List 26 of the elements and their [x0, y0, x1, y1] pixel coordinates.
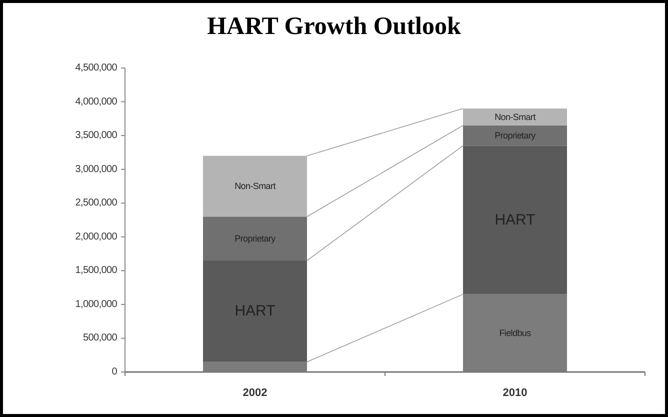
text: HART [494, 212, 536, 228]
chart-title: HART Growth Outlook [207, 13, 461, 40]
text: Non-Smart [234, 181, 276, 192]
y-tick-label: 1,500,000 [75, 265, 118, 276]
bar [203, 260, 307, 362]
series-label: HART [234, 302, 276, 320]
x-tick-label: 2002 [242, 387, 268, 399]
y-tick-label: 2,000,000 [75, 231, 118, 242]
y-tick-label: 500,000 [82, 332, 118, 344]
y-tick-label: 3,000,000 [75, 164, 118, 175]
y-tick-label: 2,500,000 [75, 198, 118, 209]
y-tick-label: 3,500,000 [75, 130, 118, 142]
series-label: Non-Smart [494, 112, 536, 122]
bar [463, 108, 567, 126]
y-tick-label: 4,000,000 [75, 96, 118, 108]
series-label: Proprietary [494, 130, 536, 141]
x-tick-label: 2010 [502, 387, 528, 399]
bar [463, 125, 567, 146]
bar [203, 216, 307, 261]
bar [463, 146, 567, 294]
y-tick-label: 4,500,000 [75, 62, 118, 74]
y-tick-label: 0 [112, 366, 118, 378]
bar [203, 156, 307, 217]
y-tick-label: 1,000,000 [75, 298, 118, 310]
text: Proprietary [234, 234, 276, 244]
series-label: Fieldbus [499, 328, 532, 338]
